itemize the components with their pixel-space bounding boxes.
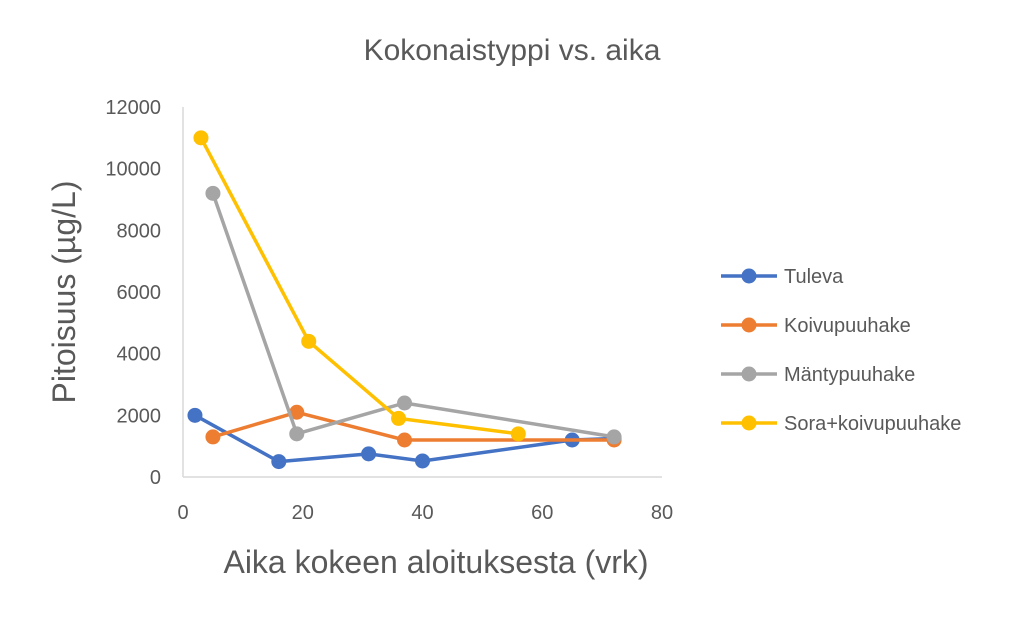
legend-marker: [741, 366, 757, 382]
legend-label: Koivupuuhake: [784, 315, 911, 337]
chart-title: Kokonaistyppi vs. aika: [364, 34, 661, 67]
series-line: [199, 136, 521, 436]
data-point: [205, 429, 221, 445]
y-tick-label: 2000: [117, 405, 162, 427]
data-point: [289, 426, 305, 442]
data-point: [271, 454, 287, 470]
y-tick-label: 8000: [117, 220, 162, 242]
x-tick-label: 40: [411, 502, 433, 524]
data-point: [510, 426, 526, 442]
y-tick-label: 0: [150, 467, 161, 489]
x-tick-label: 80: [651, 502, 673, 524]
y-tick-label: 4000: [117, 344, 162, 366]
y-tick-label: 6000: [117, 282, 162, 304]
x-tick-label: 0: [177, 502, 188, 524]
data-point: [193, 130, 209, 146]
legend-marker: [741, 317, 757, 333]
legend-item: Mäntypuuhake: [721, 364, 915, 386]
series-3: [205, 185, 622, 445]
data-point: [187, 407, 203, 423]
series-2: [205, 404, 622, 448]
y-tick-label: 12000: [105, 97, 161, 119]
legend-item: Koivupuuhake: [721, 315, 911, 337]
data-point: [397, 395, 413, 411]
data-point: [415, 453, 430, 469]
x-tick-label: 20: [292, 502, 314, 524]
legend-marker: [741, 268, 757, 284]
data-point: [301, 333, 317, 349]
y-tick-label: 10000: [105, 159, 161, 181]
series-layer: [187, 130, 622, 470]
legend-label: Tuleva: [784, 266, 844, 288]
legend-marker: [741, 415, 757, 431]
legend-item: Sora+koivupuuhake: [721, 413, 961, 435]
series-line: [211, 410, 616, 442]
data-point: [361, 446, 377, 462]
data-point: [289, 404, 305, 420]
legend-item: Tuleva: [721, 266, 844, 288]
data-point: [391, 410, 407, 426]
y-axis-title: Pitoisuus (µg/L): [46, 181, 82, 404]
series-4: [193, 130, 526, 442]
legend-label: Mäntypuuhake: [784, 364, 915, 386]
data-point: [397, 432, 413, 448]
x-axis-title: Aika kokeen aloituksesta (vrk): [223, 544, 648, 580]
data-point: [205, 185, 221, 201]
legend-label: Sora+koivupuuhake: [784, 413, 961, 435]
x-tick-label: 60: [531, 502, 553, 524]
legend: Tuleva Koivupuuhake Mäntypuuhake Sora+koivu…: [721, 266, 961, 435]
axes: 0 2000 4000 6000 8000 10000 12000 0 20 40 60 80: [105, 97, 673, 524]
data-point: [606, 429, 622, 445]
series-line: [211, 191, 616, 439]
